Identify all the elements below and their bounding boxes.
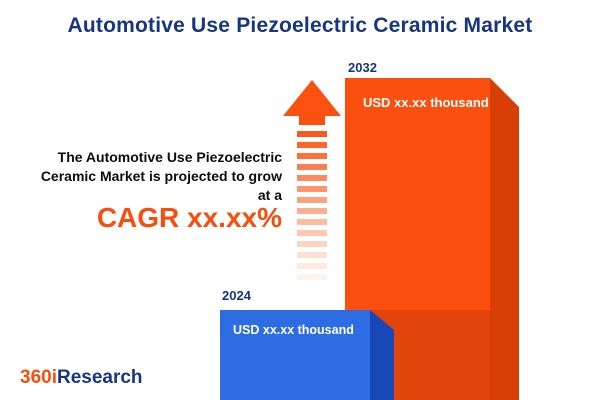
- page-title: Automotive Use Piezoelectric Ceramic Mar…: [67, 14, 533, 37]
- logo-part-research: Research: [56, 367, 143, 388]
- growth-arrow-dashes: [297, 131, 327, 280]
- bar-2024-value-label: USD xx.xx thousand: [233, 323, 354, 337]
- promo-line-2: Ceramic Market is projected to grow: [40, 168, 282, 184]
- bar-2032-year-label: 2032: [348, 60, 377, 75]
- company-logo: 360iResearch: [20, 367, 143, 389]
- growth-arrow-icon: [283, 80, 341, 280]
- promo-text: The Automotive Use Piezoelectric Ceramic…: [10, 148, 282, 205]
- bar-2024-year-label: 2024: [222, 288, 251, 303]
- bar-2024-side-face: [370, 310, 394, 400]
- promo-line-1: The Automotive Use Piezoelectric: [57, 149, 282, 165]
- logo-part-360i: 360i: [20, 367, 57, 388]
- bar-2032-value-label: USD xx.xx thousand: [363, 95, 489, 110]
- cagr-value: CAGR xx.xx%: [96, 202, 282, 233]
- bar-2032-side-face: [490, 78, 519, 400]
- bar-2024-front-face: [220, 310, 370, 400]
- promo-line-3: at a: [257, 187, 282, 203]
